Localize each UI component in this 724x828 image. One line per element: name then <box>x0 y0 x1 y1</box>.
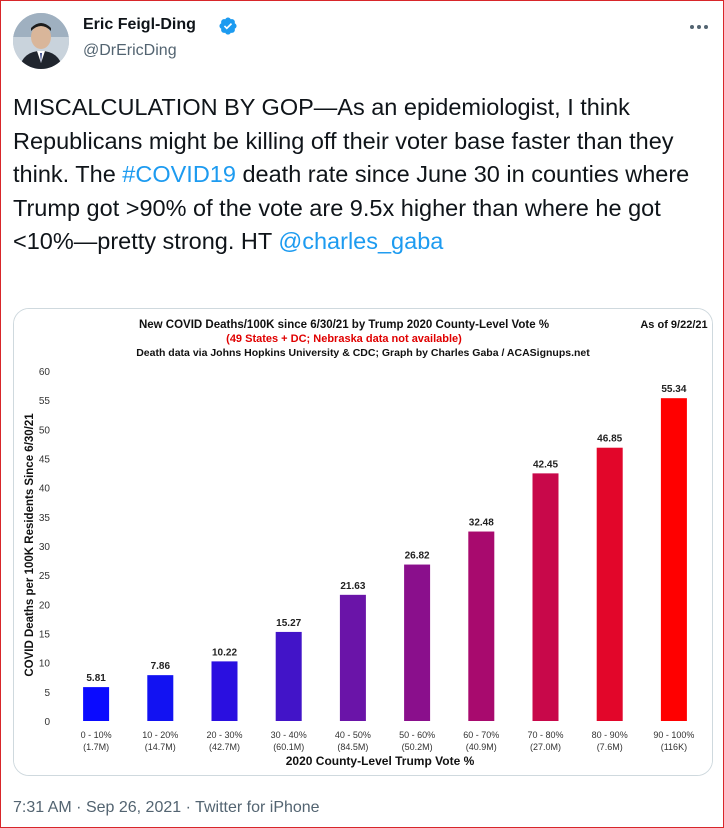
x-tick-label: 80 - 90% <box>592 730 628 740</box>
y-tick-label: 15 <box>39 630 51 641</box>
tweet-text-part1: MISCALCULATION BY GOP—As an epidemiologi… <box>13 94 674 187</box>
bar-value-label: 42.45 <box>533 459 558 470</box>
x-tick-population: (42.7M) <box>209 742 240 752</box>
y-tick-label: 25 <box>39 571 51 582</box>
y-axis-ticks: 0 5 10 15 20 25 30 35 40 45 50 55 60 <box>39 367 51 728</box>
x-tick-label: 0 - 10% <box>81 730 112 740</box>
bar-value-label: 15.27 <box>276 618 301 629</box>
meta-separator: · <box>185 799 191 816</box>
x-tick-population: (40.9M) <box>466 742 497 752</box>
bar <box>660 398 687 721</box>
x-tick-population: (50.2M) <box>402 742 433 752</box>
author-name[interactable]: Eric Feigl-Ding <box>83 16 196 33</box>
y-tick-label: 60 <box>39 367 51 378</box>
x-tick-label: 30 - 40% <box>271 730 307 740</box>
x-axis-ticks: 0 - 10% (1.7M) 10 - 20% (14.7M) 20 - 30% (42.… <box>81 730 695 752</box>
bar-value-label: 10.22 <box>212 647 237 658</box>
y-tick-label: 50 <box>39 425 51 436</box>
bar-value-label: 55.34 <box>661 384 686 395</box>
tweet-text-part2: death rate since June 30 in counties whe… <box>13 161 690 254</box>
tweet-source[interactable]: Twitter for iPhone <box>195 799 320 816</box>
bar <box>468 531 495 721</box>
y-tick-label: 35 <box>39 513 51 524</box>
bar-value-labels: 5.81 7.86 10.22 15.27 21.63 26.82 32.48 42.45 46… <box>86 384 686 684</box>
bar-value-label: 32.48 <box>469 518 494 529</box>
x-tick-label: 20 - 30% <box>206 730 242 740</box>
x-tick-label: 50 - 60% <box>399 730 435 740</box>
more-options-icon[interactable] <box>687 15 711 39</box>
y-tick-label: 10 <box>39 659 51 670</box>
bar-value-label: 26.82 <box>405 551 430 562</box>
bar <box>532 473 559 721</box>
x-tick-population: (14.7M) <box>145 742 176 752</box>
chart-subtitle-note: (49 States + DC; Nebraska data not avail… <box>226 333 462 345</box>
verified-badge-icon <box>219 17 237 35</box>
bar <box>596 447 623 721</box>
tweet-date[interactable]: Sep 26, 2021 <box>85 799 182 816</box>
y-tick-label: 45 <box>39 455 51 466</box>
y-tick-label: 20 <box>39 600 51 611</box>
bar <box>211 661 238 721</box>
bar <box>147 675 174 721</box>
y-tick-label: 30 <box>39 542 51 553</box>
x-tick-label: 40 - 50% <box>335 730 371 740</box>
bar-value-label: 21.63 <box>340 581 365 592</box>
y-tick-label: 40 <box>39 484 51 495</box>
x-tick-label: 10 - 20% <box>142 730 178 740</box>
meta-separator: · <box>76 799 82 816</box>
tweet-time[interactable]: 7:31 AM <box>13 799 72 816</box>
bar-value-label: 46.85 <box>597 434 622 445</box>
avatar[interactable] <box>13 13 69 69</box>
tweet-text: MISCALCULATION BY GOP—As an epidemiologi… <box>13 91 713 259</box>
chart-as-of: As of 9/22/21 <box>640 319 707 331</box>
y-tick-label: 55 <box>39 396 51 407</box>
x-tick-population: (60.1M) <box>273 742 304 752</box>
hashtag-link[interactable]: #COVID19 <box>122 161 236 187</box>
y-tick-label: 5 <box>44 688 50 699</box>
x-tick-population: (116K) <box>661 742 687 752</box>
bar <box>339 594 366 721</box>
y-tick-label: 0 <box>44 717 50 728</box>
bar <box>275 631 302 721</box>
y-axis-label: COVID Deaths per 100K Residents Since 6/… <box>24 413 36 677</box>
bars <box>83 398 687 721</box>
mention-link[interactable]: @charles_gaba <box>278 228 444 254</box>
bar-value-label: 5.81 <box>86 673 106 684</box>
bar <box>83 687 110 721</box>
chart-credit: Death data via Johns Hopkins University … <box>136 347 590 359</box>
x-tick-population: (84.5M) <box>337 742 368 752</box>
x-tick-label: 70 - 80% <box>527 730 563 740</box>
author-handle[interactable]: @DrEricDing <box>83 42 177 59</box>
x-tick-label: 90 - 100% <box>653 730 694 740</box>
x-tick-population: (27.0M) <box>530 742 561 752</box>
x-tick-population: (7.6M) <box>597 742 623 752</box>
bar-value-label: 7.86 <box>151 661 171 672</box>
tweet-media[interactable]: New COVID Deaths/100K since 6/30/21 by T… <box>13 308 713 776</box>
chart-title: New COVID Deaths/100K since 6/30/21 by T… <box>139 319 549 331</box>
bar <box>404 564 431 721</box>
x-tick-population: (1.7M) <box>83 742 109 752</box>
tweet-meta: 7:31 AM · Sep 26, 2021 · Twitter for iPh… <box>13 799 320 817</box>
x-axis-label: 2020 County-Level Trump Vote % <box>286 754 475 768</box>
x-tick-label: 60 - 70% <box>463 730 499 740</box>
bar-chart: New COVID Deaths/100K since 6/30/21 by T… <box>14 309 712 775</box>
avatar-image <box>13 13 69 69</box>
